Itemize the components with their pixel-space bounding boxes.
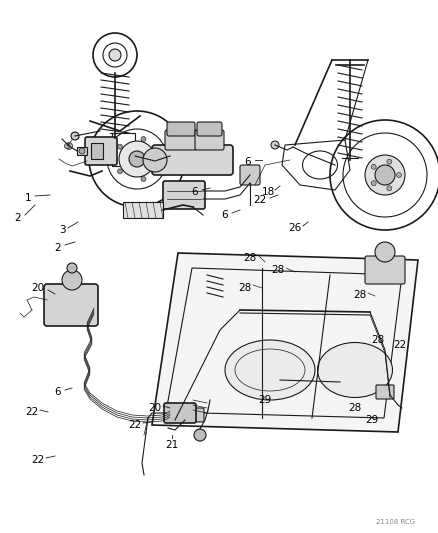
FancyBboxPatch shape [375, 385, 393, 399]
Text: 2: 2 [14, 213, 21, 223]
Text: 22: 22 [25, 407, 39, 417]
Text: 28: 28 [271, 265, 284, 275]
Circle shape [270, 141, 279, 149]
Text: 21: 21 [165, 440, 178, 450]
Circle shape [62, 270, 82, 290]
Circle shape [143, 148, 166, 172]
Circle shape [79, 148, 85, 154]
Circle shape [386, 186, 391, 191]
Circle shape [141, 176, 146, 181]
FancyBboxPatch shape [194, 130, 223, 150]
Bar [91, 143, 103, 159]
Circle shape [64, 143, 69, 149]
Text: 28: 28 [238, 283, 251, 293]
Text: 1: 1 [25, 193, 31, 203]
Text: 22: 22 [31, 455, 45, 465]
FancyBboxPatch shape [164, 403, 195, 423]
Text: 6: 6 [191, 187, 198, 197]
FancyBboxPatch shape [240, 165, 259, 185]
FancyBboxPatch shape [166, 122, 194, 136]
Text: 20: 20 [32, 283, 45, 293]
FancyBboxPatch shape [364, 256, 404, 284]
FancyBboxPatch shape [162, 181, 205, 209]
FancyBboxPatch shape [85, 137, 117, 165]
Circle shape [194, 429, 205, 441]
Circle shape [370, 164, 375, 169]
Text: 28: 28 [371, 335, 384, 345]
FancyBboxPatch shape [197, 122, 222, 136]
Circle shape [364, 155, 404, 195]
Circle shape [129, 151, 145, 167]
FancyBboxPatch shape [152, 145, 233, 175]
Text: 28: 28 [243, 253, 256, 263]
Circle shape [71, 132, 79, 140]
Bar [77, 147, 87, 155]
Text: 21108 RCG: 21108 RCG [375, 519, 414, 525]
Circle shape [119, 141, 155, 177]
Circle shape [65, 142, 72, 149]
Text: 22: 22 [392, 340, 406, 350]
Circle shape [141, 136, 146, 142]
Circle shape [67, 263, 77, 273]
Circle shape [109, 49, 121, 61]
Bar [123, 202, 162, 218]
Circle shape [117, 144, 122, 149]
Text: 6: 6 [244, 157, 251, 167]
Circle shape [155, 157, 160, 161]
Text: 18: 18 [261, 187, 274, 197]
Text: 6: 6 [55, 387, 61, 397]
FancyBboxPatch shape [165, 130, 197, 150]
FancyBboxPatch shape [44, 284, 98, 326]
Polygon shape [152, 253, 417, 432]
Ellipse shape [225, 340, 314, 400]
Text: 29: 29 [364, 415, 378, 425]
Circle shape [396, 173, 401, 177]
Text: 28: 28 [348, 403, 361, 413]
Circle shape [117, 169, 122, 174]
Text: 26: 26 [288, 223, 301, 233]
Text: 22: 22 [128, 420, 141, 430]
Text: 22: 22 [253, 195, 266, 205]
Text: 20: 20 [148, 403, 161, 413]
Text: 28: 28 [353, 290, 366, 300]
Text: 6: 6 [221, 210, 228, 220]
Ellipse shape [317, 343, 392, 398]
Text: 29: 29 [258, 395, 271, 405]
Text: 3: 3 [59, 225, 65, 235]
Circle shape [374, 165, 394, 185]
Text: 2: 2 [55, 243, 61, 253]
Circle shape [370, 181, 375, 185]
Circle shape [374, 242, 394, 262]
FancyBboxPatch shape [186, 408, 204, 422]
Circle shape [386, 159, 391, 164]
